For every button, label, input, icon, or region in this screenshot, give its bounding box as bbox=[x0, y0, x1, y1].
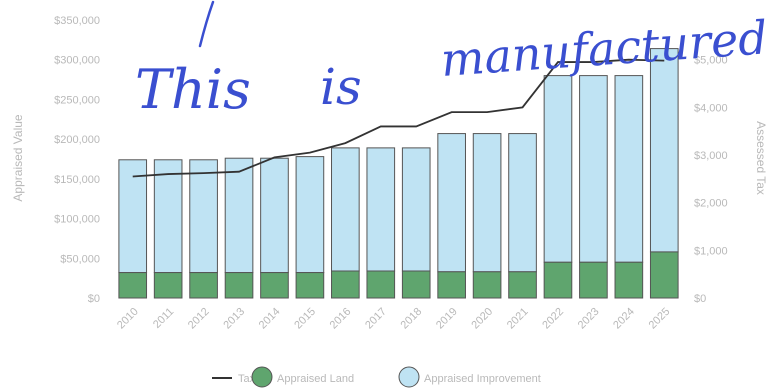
handwriting-stroke bbox=[198, 0, 215, 48]
y2-axis-title: Assessed Tax bbox=[754, 121, 768, 195]
y-tick-label: $150,000 bbox=[54, 174, 100, 186]
bars bbox=[118, 48, 679, 299]
bar-appraised-land bbox=[543, 261, 573, 299]
bar-appraised-land bbox=[260, 272, 289, 299]
x-tick-label: 2022 bbox=[540, 306, 566, 332]
bar-appraised-improvement bbox=[260, 157, 289, 274]
bar-appraised-improvement bbox=[224, 157, 254, 274]
x-tick-label: 2025 bbox=[647, 306, 673, 332]
bar-appraised-improvement bbox=[366, 147, 396, 272]
bar-appraised-improvement bbox=[295, 156, 325, 274]
bar-appraised-improvement bbox=[543, 75, 573, 263]
legend-improvement-swatch bbox=[398, 366, 420, 388]
y-axis-labels: $0 $50,000 $100,000 $150,000 $200,000 $250,00… bbox=[54, 15, 100, 305]
x-tick-label: 2013 bbox=[221, 306, 247, 332]
bar-appraised-land bbox=[579, 261, 608, 299]
x-tick-label: 2021 bbox=[505, 306, 531, 332]
y2-tick-label: $0 bbox=[694, 293, 706, 305]
bar-appraised-land bbox=[472, 271, 502, 299]
y-tick-label: $200,000 bbox=[54, 134, 100, 146]
bar-appraised-improvement bbox=[118, 159, 148, 274]
legend-land-swatch bbox=[251, 366, 273, 388]
y-tick-label: $50,000 bbox=[60, 253, 100, 265]
y2-axis-labels: $0 $1,000 $2,000 $3,000 $4,000 $5,000 bbox=[694, 55, 728, 305]
bar-appraised-improvement bbox=[401, 147, 431, 272]
y2-tick-label: $4,000 bbox=[694, 102, 728, 114]
bar-appraised-improvement bbox=[508, 133, 537, 273]
bar-appraised-improvement bbox=[189, 159, 218, 274]
x-tick-label: 2017 bbox=[363, 306, 389, 332]
bar-appraised-land bbox=[649, 251, 679, 299]
y-tick-label: $100,000 bbox=[54, 214, 100, 226]
x-tick-label: 2012 bbox=[186, 306, 212, 332]
y2-tick-label: $5,000 bbox=[694, 55, 728, 67]
bar-appraised-improvement bbox=[579, 75, 608, 263]
bar-appraised-land bbox=[295, 272, 325, 299]
bar-appraised-improvement bbox=[472, 133, 502, 273]
tax-line bbox=[132, 58, 665, 178]
bar-appraised-land bbox=[366, 270, 396, 299]
bar-appraised-land bbox=[614, 261, 644, 299]
x-tick-label: 2015 bbox=[292, 306, 318, 332]
handwriting-word-manufactured: manufactured bbox=[439, 10, 769, 87]
bar-appraised-land bbox=[331, 270, 360, 299]
x-tick-label: 2020 bbox=[469, 306, 495, 332]
bar-appraised-improvement bbox=[331, 147, 360, 272]
y-tick-label: $250,000 bbox=[54, 94, 100, 106]
bar-appraised-land bbox=[153, 272, 183, 299]
bar-appraised-land bbox=[508, 271, 537, 299]
bar-appraised-land bbox=[401, 270, 431, 299]
legend: Tax Appraised Land Appraised Improvement bbox=[212, 366, 541, 388]
y2-tick-label: $3,000 bbox=[694, 150, 728, 162]
y-tick-label: $300,000 bbox=[54, 55, 100, 67]
handwriting-word-is: is bbox=[320, 58, 362, 116]
x-tick-label: 2019 bbox=[434, 306, 460, 332]
legend-land-label: Appraised Land bbox=[277, 373, 354, 385]
x-tick-label: 2016 bbox=[328, 306, 354, 332]
bar-appraised-land bbox=[118, 272, 148, 299]
bar-appraised-improvement bbox=[649, 48, 679, 253]
y-tick-label: $350,000 bbox=[54, 15, 100, 27]
x-tick-label: 2010 bbox=[115, 306, 141, 332]
x-tick-label: 2018 bbox=[399, 306, 425, 332]
x-tick-label: 2014 bbox=[257, 306, 283, 332]
x-axis-labels: 2010 2011 2012 2013 2014 2015 2016 2017 2018 2019… bbox=[115, 306, 672, 332]
tax-line-path bbox=[132, 58, 665, 178]
bar-appraised-improvement bbox=[614, 75, 644, 263]
y-axis-title: Appraised Value bbox=[11, 114, 25, 201]
x-tick-label: 2023 bbox=[576, 306, 602, 332]
bar-appraised-improvement bbox=[153, 159, 183, 274]
bar-appraised-land bbox=[437, 271, 466, 299]
bar-appraised-land bbox=[224, 272, 254, 299]
y2-tick-label: $1,000 bbox=[694, 245, 728, 257]
bar-appraised-improvement bbox=[437, 133, 466, 273]
handwriting-word-this: This bbox=[135, 58, 251, 121]
y2-tick-label: $2,000 bbox=[694, 198, 728, 210]
y-tick-label: $0 bbox=[88, 293, 100, 305]
legend-improvement-label: Appraised Improvement bbox=[424, 373, 541, 385]
x-tick-label: 2024 bbox=[611, 306, 637, 332]
x-tick-label: 2011 bbox=[151, 306, 176, 331]
bar-appraised-land bbox=[189, 272, 218, 299]
legend-tax-label: Tax bbox=[238, 373, 256, 385]
